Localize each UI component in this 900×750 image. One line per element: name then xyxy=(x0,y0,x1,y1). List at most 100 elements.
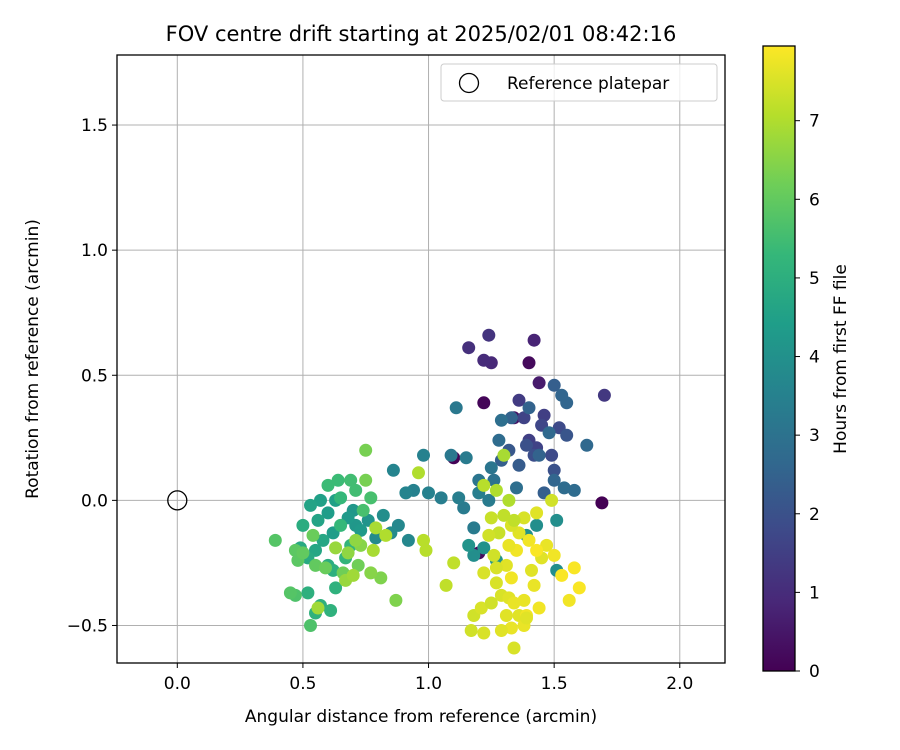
data-point-36 xyxy=(547,473,561,487)
data-point-148 xyxy=(489,576,503,590)
data-point-103 xyxy=(344,473,358,487)
x-axis-ticks: 0.0 0.5 1.0 1.5 2.0 xyxy=(164,663,693,694)
colorbar-tick-label-2: 2 xyxy=(809,505,820,525)
data-point-172 xyxy=(532,601,546,615)
data-point-113 xyxy=(309,558,322,572)
data-point-50 xyxy=(457,501,471,515)
data-point-167 xyxy=(547,548,561,562)
data-point-112 xyxy=(296,546,310,560)
data-point-54 xyxy=(434,491,448,505)
data-point-109 xyxy=(268,533,282,547)
data-point-140 xyxy=(497,448,511,462)
data-point-180 xyxy=(474,601,488,615)
y-tick-label-2: 0.5 xyxy=(81,366,108,386)
data-point-41 xyxy=(494,413,508,427)
data-point-139 xyxy=(489,483,503,497)
legend-reference-marker xyxy=(458,72,480,94)
data-point-170 xyxy=(572,581,586,595)
data-point-24 xyxy=(560,428,574,442)
data-point-181 xyxy=(484,596,498,610)
data-point-64 xyxy=(376,508,390,522)
data-point-163 xyxy=(517,511,531,525)
data-point-32 xyxy=(522,401,536,415)
data-point-142 xyxy=(497,508,511,522)
data-point-101 xyxy=(331,473,345,487)
data-point-49 xyxy=(467,521,481,535)
data-point-138 xyxy=(477,478,491,492)
data-point-146 xyxy=(487,548,501,562)
data-point-147 xyxy=(477,566,491,580)
reference-platepar-marker xyxy=(167,490,188,511)
data-point-0 xyxy=(595,496,609,510)
grid-lines xyxy=(117,55,725,663)
data-point-153 xyxy=(507,596,521,610)
data-point-98 xyxy=(334,518,348,532)
legend: Reference platepar xyxy=(440,63,718,102)
data-point-171 xyxy=(562,593,576,607)
data-point-79 xyxy=(321,506,335,520)
data-point-9 xyxy=(477,353,491,367)
data-point-12 xyxy=(597,388,611,402)
data-point-39 xyxy=(542,426,556,440)
data-point-17 xyxy=(517,411,531,425)
data-point-10 xyxy=(462,341,476,355)
data-point-48 xyxy=(459,451,473,465)
data-point-47 xyxy=(444,448,458,462)
reference-marker-group xyxy=(167,490,188,511)
data-point-82 xyxy=(304,498,317,512)
data-point-169 xyxy=(567,561,581,575)
data-point-51 xyxy=(482,493,496,507)
y-axis-ticks: −0.5 0.0 0.5 1.0 1.5 xyxy=(67,116,117,636)
data-point-22 xyxy=(520,438,533,452)
data-point-117 xyxy=(351,558,365,572)
data-point-185 xyxy=(530,543,544,557)
legend-label-reference-platepar: Reference platepar xyxy=(507,74,669,94)
data-point-6 xyxy=(532,376,546,390)
data-point-105 xyxy=(364,491,378,505)
data-point-120 xyxy=(389,593,403,607)
chart-title: FOV centre drift starting at 2025/02/01 … xyxy=(166,22,677,46)
legend-box xyxy=(440,63,718,102)
data-point-118 xyxy=(359,473,373,487)
colorbar-frame xyxy=(762,45,796,672)
data-point-162 xyxy=(502,538,516,552)
data-point-141 xyxy=(502,493,516,507)
data-point-67 xyxy=(550,513,564,527)
data-point-130 xyxy=(366,543,380,557)
data-point-88 xyxy=(296,518,310,532)
y-tick-label-3: 1.0 xyxy=(81,241,108,261)
data-point-156 xyxy=(525,563,538,577)
data-point-134 xyxy=(417,533,430,547)
data-point-188 xyxy=(507,513,521,527)
data-point-168 xyxy=(555,568,569,582)
data-point-100 xyxy=(321,478,335,492)
data-point-34 xyxy=(555,388,569,402)
data-point-186 xyxy=(499,558,513,572)
data-point-30 xyxy=(532,448,546,462)
data-point-115 xyxy=(319,561,332,575)
data-point-13 xyxy=(512,393,526,407)
data-point-151 xyxy=(499,609,513,622)
y-tick-label-4: 1.5 xyxy=(81,116,108,136)
data-point-2 xyxy=(477,396,491,410)
plot-area: 0.0 0.5 1.0 1.5 2.0 −0.5 0.0 0.5 1.0 1.5 xyxy=(67,54,726,694)
data-point-53 xyxy=(452,491,466,505)
data-point-132 xyxy=(379,528,393,542)
data-point-55 xyxy=(422,486,435,500)
data-point-125 xyxy=(341,546,355,560)
data-point-102 xyxy=(349,483,363,497)
data-point-183 xyxy=(520,611,533,625)
colorbar-label: Hours from first FF file xyxy=(831,264,851,454)
data-point-137 xyxy=(447,556,461,570)
data-point-122 xyxy=(364,566,378,580)
data-point-178 xyxy=(464,624,478,637)
plot-background xyxy=(117,55,725,663)
data-points xyxy=(268,328,611,655)
data-point-95 xyxy=(324,604,338,617)
y-tick-label-1: 0.0 xyxy=(81,491,108,511)
data-point-61 xyxy=(401,533,415,547)
data-point-65 xyxy=(467,548,481,562)
data-point-59 xyxy=(386,463,400,477)
data-point-26 xyxy=(512,458,526,472)
colorbar-tick-label-3: 3 xyxy=(809,426,820,446)
